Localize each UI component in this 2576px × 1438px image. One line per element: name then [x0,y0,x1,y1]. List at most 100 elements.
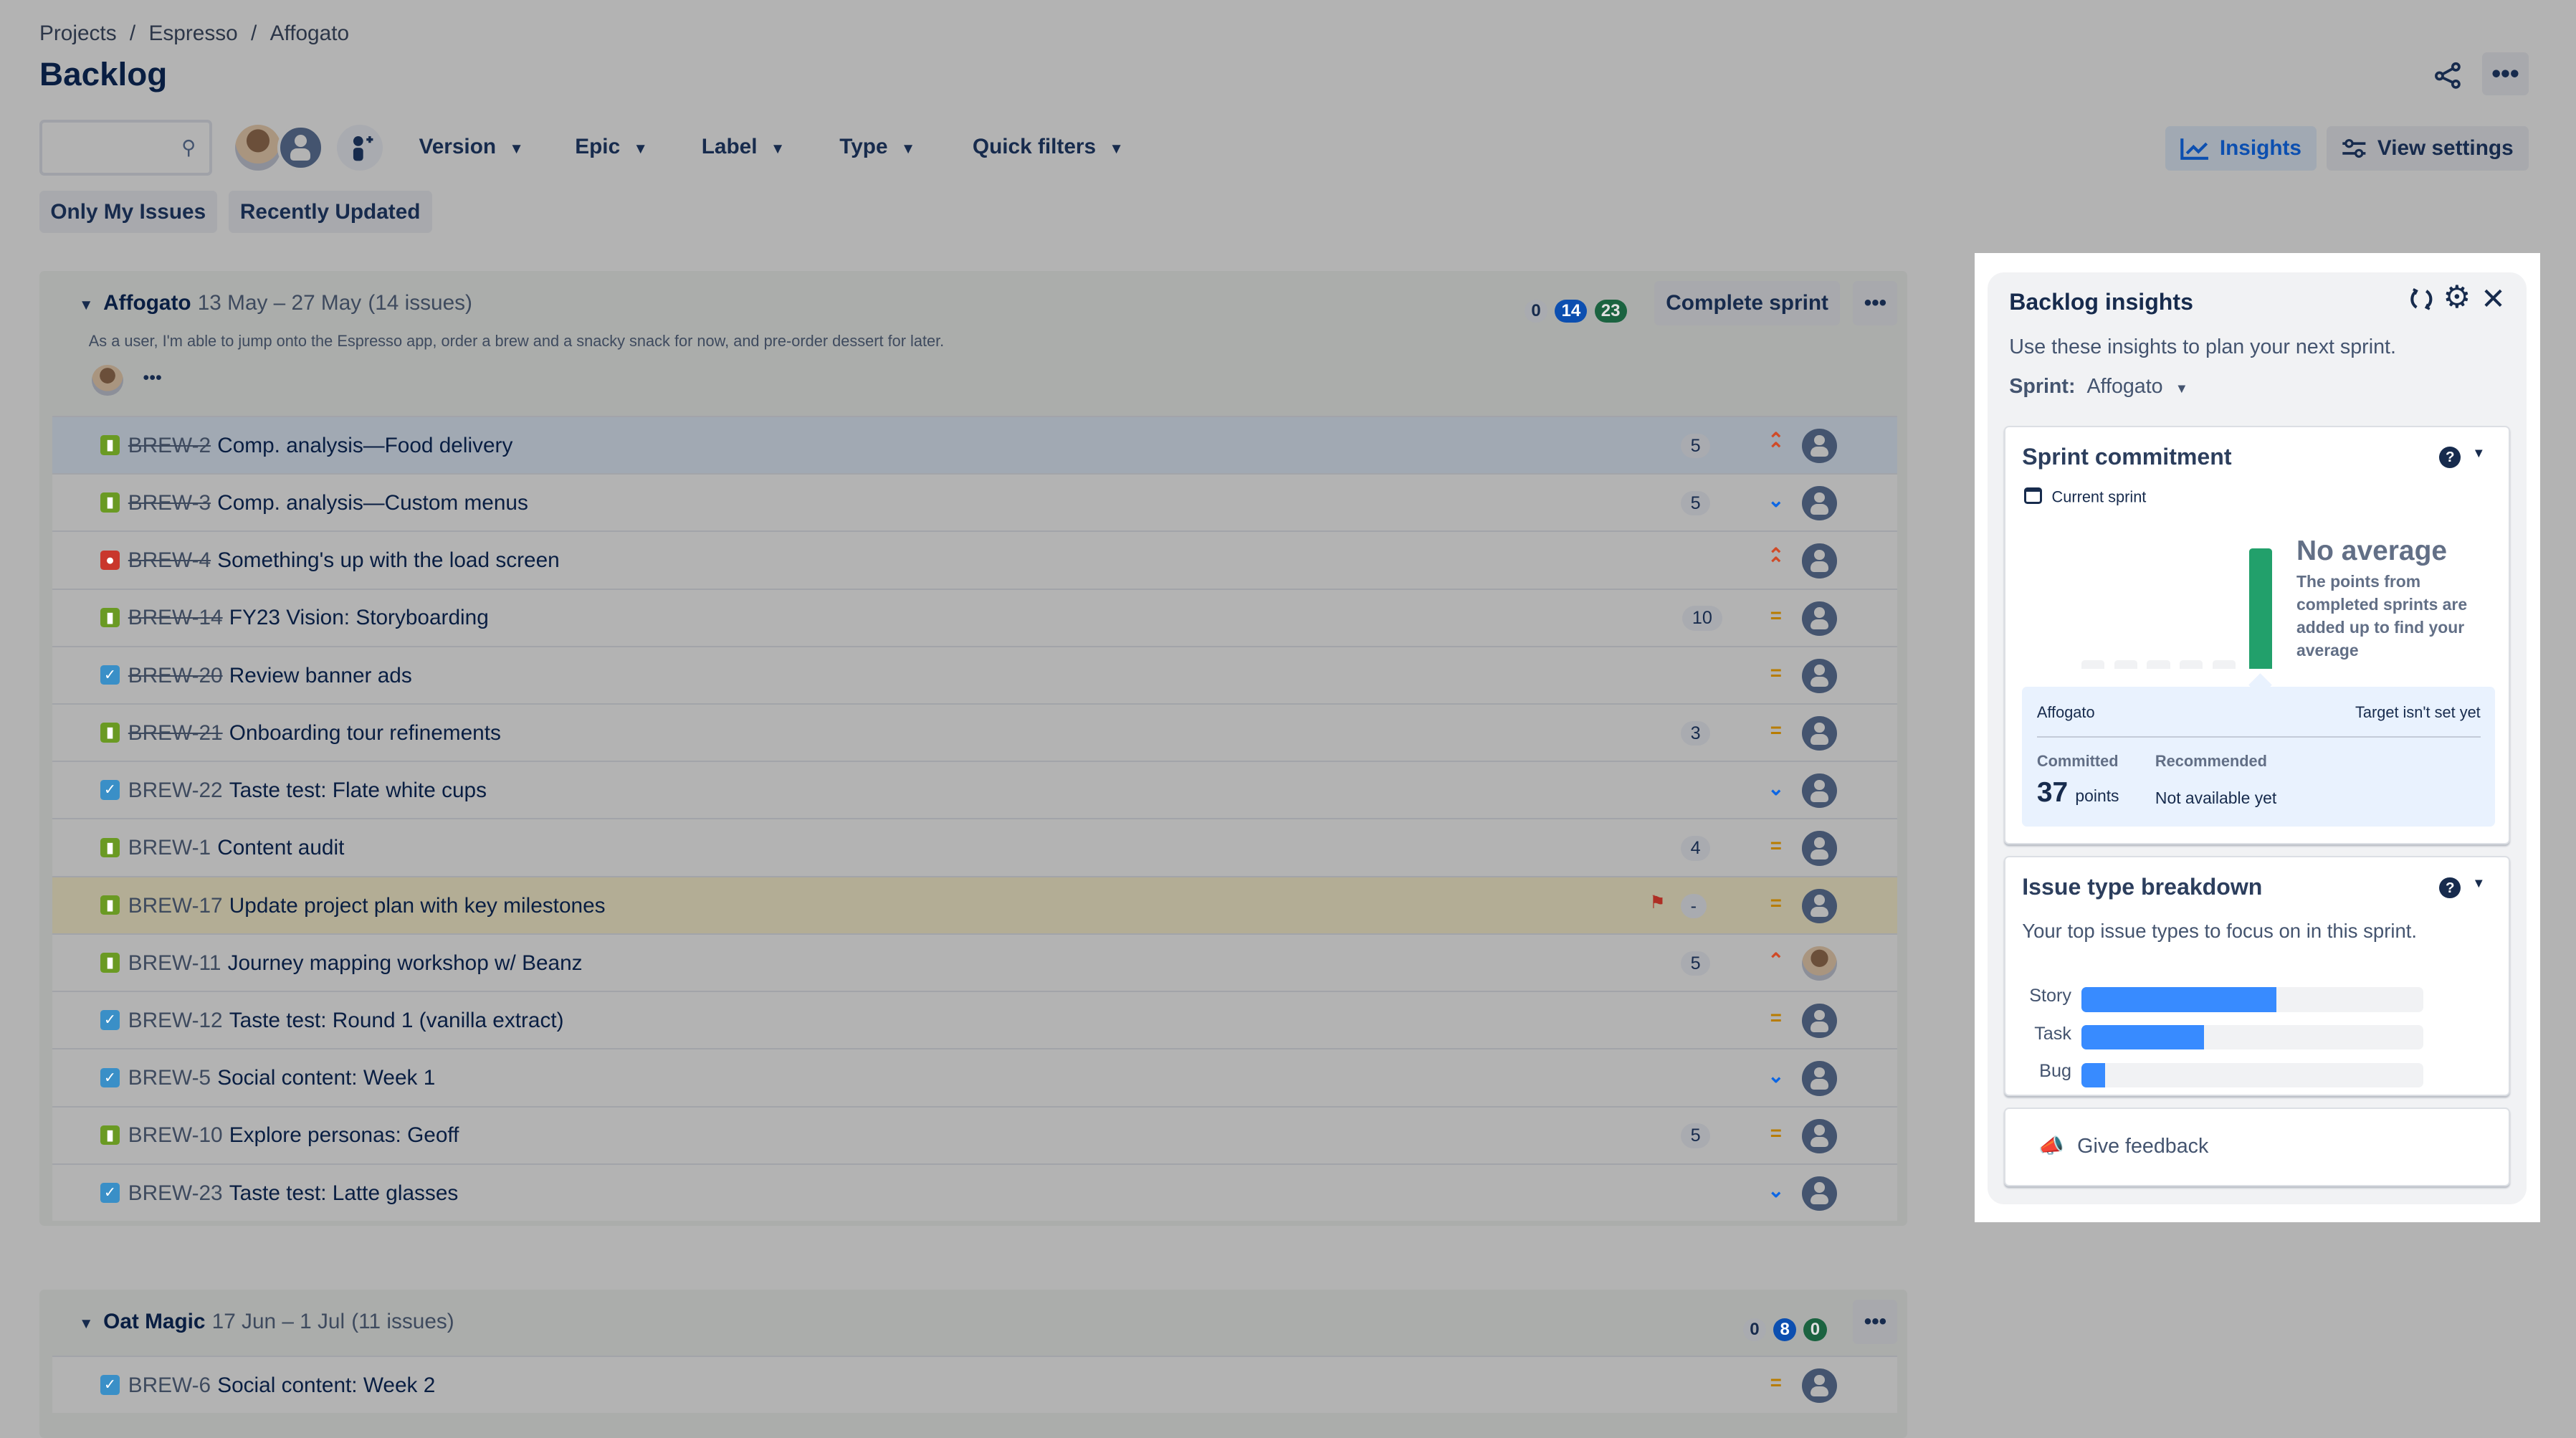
issue-summary[interactable]: Social content: Week 1 [217,1066,436,1090]
issue-key[interactable]: BREW-20 [128,663,223,687]
chevron-down-icon[interactable]: ▼ [79,1315,94,1332]
issue-row[interactable]: ▮ BREW-3 Comp. analysis—Custom menus 5 ⌄ [52,473,1898,531]
issue-row[interactable]: ▮ BREW-21 Onboarding tour refinements 3 = [52,703,1898,761]
issue-summary[interactable]: Onboarding tour refinements [229,720,501,745]
issue-key[interactable]: BREW-11 [128,951,221,975]
issue-summary[interactable]: Update project plan with key milestones [229,893,606,918]
issue-summary[interactable]: Comp. analysis—Custom menus [217,491,528,515]
sprint-header[interactable]: ▼ Affogato 13 May – 27 May (14 issues) [79,291,472,315]
give-feedback-button[interactable]: 📣 Give feedback [2004,1107,2511,1186]
chevron-down-icon: ▼ [633,140,648,157]
issue-summary[interactable]: Content audit [217,836,345,860]
issue-row[interactable]: ▮ BREW-17 Update project plan with key mil… [52,875,1898,933]
assignee-avatar[interactable] [1802,1368,1837,1404]
breadcrumb-affogato[interactable]: Affogato [269,21,350,45]
chevron-down-icon[interactable]: ▼ [79,296,94,313]
sprint-selector[interactable]: Sprint: Affogato ▼ [2009,375,2188,399]
assignee-avatar[interactable] [1802,1118,1837,1153]
filter-label[interactable]: Label ▼ [702,135,786,159]
sprint-name: Affogato [103,290,191,315]
issue-key[interactable]: BREW-14 [128,606,223,630]
issue-key[interactable]: BREW-2 [128,433,211,457]
search-field[interactable] [49,123,164,169]
insights-button[interactable]: Insights [2165,126,2317,171]
issue-key[interactable]: BREW-6 [128,1373,211,1397]
assignee-avatar[interactable] [1802,658,1837,693]
assignee-avatar[interactable] [1802,601,1837,636]
issue-summary[interactable]: Explore personas: Geoff [229,1123,459,1148]
issue-row[interactable]: ▮ BREW-2 Comp. analysis—Food delivery 5 ⌃ ⌃ [52,415,1898,474]
filter-type[interactable]: Type ▼ [839,135,915,159]
assignee-avatar[interactable] [1802,486,1837,521]
assignee-avatar[interactable] [1802,1061,1837,1096]
issue-row[interactable]: ✓ BREW-23 Taste test: Latte glasses ⌄ [52,1163,1898,1222]
assignee-avatar[interactable] [1802,773,1837,809]
sprint-more-button[interactable]: ••• [1853,280,1898,325]
issue-row[interactable]: ▮ BREW-14 FY23 Vision: Storyboarding 10 = [52,588,1898,646]
sprint-avatar[interactable] [92,364,123,396]
complete-sprint-button[interactable]: Complete sprint [1654,280,1841,325]
share-icon[interactable] [2431,59,2464,92]
filter-quick-filters[interactable]: Quick filters ▼ [973,135,1124,159]
avatar-filter-unassigned[interactable] [277,125,324,171]
filter-epic[interactable]: Epic ▼ [575,135,648,159]
issue-row[interactable]: ✓ BREW-12 Taste test: Round 1 (vanilla ext… [52,991,1898,1049]
issue-summary[interactable]: Something's up with the load screen [217,548,560,573]
assignee-avatar[interactable] [1802,428,1837,464]
issue-summary[interactable]: Taste test: Flate white cups [229,778,487,803]
assignee-avatar[interactable] [1802,1176,1837,1211]
view-settings-button[interactable]: View settings [2326,126,2529,171]
breadcrumb-projects[interactable]: Projects [39,21,117,45]
issue-row[interactable]: ✓ BREW-5 Social content: Week 1 ⌄ [52,1048,1898,1106]
close-icon[interactable]: ✕ [2481,282,2506,315]
issue-summary[interactable]: Review banner ads [229,663,412,687]
issue-summary[interactable]: Comp. analysis—Food delivery [217,433,513,457]
issue-key[interactable]: BREW-3 [128,491,211,515]
help-icon[interactable]: ? [2439,447,2461,468]
avatar-filter-user[interactable] [234,125,281,171]
breadcrumb-espresso[interactable]: Espresso [148,21,238,45]
issue-summary[interactable]: Taste test: Round 1 (vanilla extract) [229,1009,564,1033]
add-people-button[interactable] [336,125,383,171]
issue-key[interactable]: BREW-10 [128,1123,223,1148]
assignee-avatar[interactable] [1802,831,1837,866]
refresh-icon[interactable] [2408,286,2435,319]
filter-version[interactable]: Version ▼ [419,135,523,159]
issue-summary[interactable]: Journey mapping workshop w/ Beanz [227,951,583,975]
issue-summary[interactable]: FY23 Vision: Storyboarding [229,606,489,630]
settings-gear-icon[interactable]: ⚙ [2443,280,2471,315]
recently-updated-button[interactable]: Recently Updated [228,190,432,234]
issue-row[interactable]: ✓ BREW-22 Taste test: Flate white cups ⌄ [52,761,1898,819]
assignee-avatar[interactable] [1802,543,1837,578]
issue-key[interactable]: BREW-17 [128,893,223,918]
assignee-avatar[interactable] [1802,946,1837,981]
chevron-down-icon[interactable]: ▼ [2472,444,2486,460]
sprint-more-button[interactable]: ••• [1853,1300,1898,1344]
assignee-avatar[interactable] [1802,888,1837,923]
issue-key[interactable]: BREW-23 [128,1181,223,1205]
issue-summary[interactable]: Social content: Week 2 [217,1373,436,1397]
more-avatars-button[interactable]: ••• [143,368,162,389]
issue-key[interactable]: BREW-22 [128,778,223,803]
issue-row[interactable]: ▮ BREW-1 Content audit 4 = [52,818,1898,876]
issue-row[interactable]: ▮ BREW-11 Journey mapping workshop w/ Bean… [52,933,1898,991]
issue-key[interactable]: BREW-4 [128,548,211,573]
issue-summary[interactable]: Taste test: Latte glasses [229,1181,459,1205]
committed-value: 37 points [2037,777,2119,809]
issue-row[interactable]: ✓ BREW-20 Review banner ads = [52,645,1898,703]
only-my-issues-button[interactable]: Only My Issues [39,190,217,234]
issue-key[interactable]: BREW-12 [128,1009,223,1033]
assignee-avatar[interactable] [1802,716,1837,751]
issue-key[interactable]: BREW-5 [128,1066,211,1090]
chevron-down-icon[interactable]: ▼ [2472,875,2486,891]
issue-row[interactable]: ● BREW-4 Something's up with the load scre… [52,530,1898,589]
help-icon[interactable]: ? [2439,877,2461,899]
issue-key[interactable]: BREW-1 [128,836,211,860]
issue-row[interactable]: ✓ BREW-6 Social content: Week 2 = [52,1355,1898,1414]
more-actions-button[interactable]: ••• [2482,52,2529,95]
sprint-header[interactable]: ▼ Oat Magic 17 Jun – 1 Jul (11 issues) [79,1310,454,1334]
issue-row[interactable]: ▮ BREW-10 Explore personas: Geoff 5 = [52,1105,1898,1163]
search-input[interactable]: ⚲ [39,120,212,176]
assignee-avatar[interactable] [1802,1004,1837,1039]
issue-key[interactable]: BREW-21 [128,720,223,745]
